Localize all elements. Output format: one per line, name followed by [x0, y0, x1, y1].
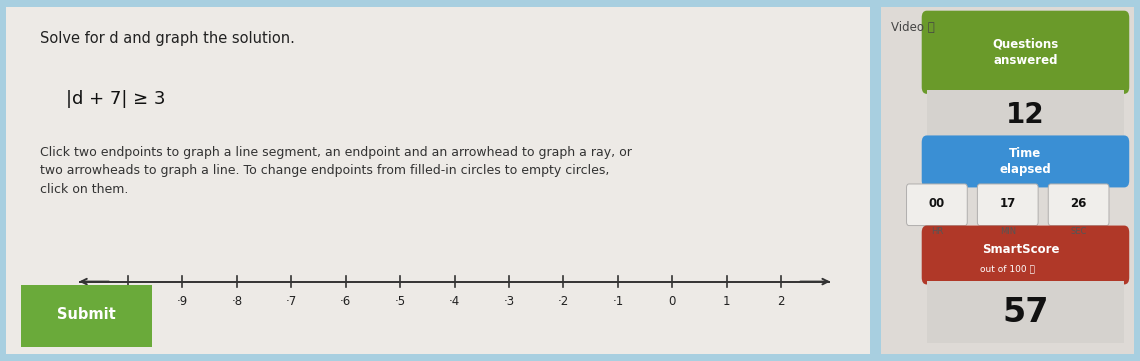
- FancyBboxPatch shape: [879, 4, 1137, 357]
- Text: ·4: ·4: [449, 295, 461, 308]
- FancyBboxPatch shape: [13, 283, 160, 348]
- Text: 26: 26: [1070, 196, 1086, 209]
- Text: 00: 00: [929, 196, 945, 209]
- Text: 1: 1: [723, 295, 731, 308]
- FancyBboxPatch shape: [927, 281, 1124, 343]
- Text: Click two endpoints to graph a line segment, an endpoint and an arrowhead to gra: Click two endpoints to graph a line segm…: [40, 146, 633, 196]
- Text: 17: 17: [1000, 196, 1016, 209]
- Text: HR: HR: [930, 227, 943, 236]
- Text: 12: 12: [1007, 101, 1044, 129]
- Text: 2: 2: [777, 295, 785, 308]
- FancyBboxPatch shape: [922, 135, 1130, 187]
- Text: ·9: ·9: [177, 295, 188, 308]
- FancyBboxPatch shape: [906, 184, 967, 226]
- Text: Video ⓕ: Video ⓕ: [891, 21, 935, 34]
- FancyBboxPatch shape: [922, 226, 1130, 284]
- Text: ·2: ·2: [557, 295, 569, 308]
- Text: ·10: ·10: [119, 295, 137, 308]
- Text: Solve for d and graph the solution.: Solve for d and graph the solution.: [40, 31, 295, 47]
- Text: Time
elapsed: Time elapsed: [1000, 147, 1051, 176]
- Text: ·5: ·5: [394, 295, 406, 308]
- FancyBboxPatch shape: [977, 184, 1039, 226]
- Text: Questions
answered: Questions answered: [992, 38, 1059, 67]
- Text: ·3: ·3: [504, 295, 514, 308]
- Text: |d + 7| ≥ 3: |d + 7| ≥ 3: [66, 90, 165, 108]
- FancyBboxPatch shape: [927, 90, 1124, 139]
- Text: 57: 57: [1002, 296, 1049, 329]
- FancyBboxPatch shape: [0, 4, 879, 357]
- FancyBboxPatch shape: [922, 11, 1130, 94]
- FancyBboxPatch shape: [1049, 184, 1109, 226]
- Text: Submit: Submit: [57, 307, 115, 322]
- Text: ·8: ·8: [231, 295, 243, 308]
- Text: SEC: SEC: [1070, 227, 1086, 236]
- Text: ·1: ·1: [612, 295, 624, 308]
- Text: MIN: MIN: [1000, 227, 1016, 236]
- Text: 0: 0: [669, 295, 676, 308]
- Text: SmartScore: SmartScore: [982, 243, 1059, 256]
- Text: ·7: ·7: [286, 295, 296, 308]
- Text: out of 100 ❓: out of 100 ❓: [980, 264, 1035, 273]
- Text: ·6: ·6: [340, 295, 351, 308]
